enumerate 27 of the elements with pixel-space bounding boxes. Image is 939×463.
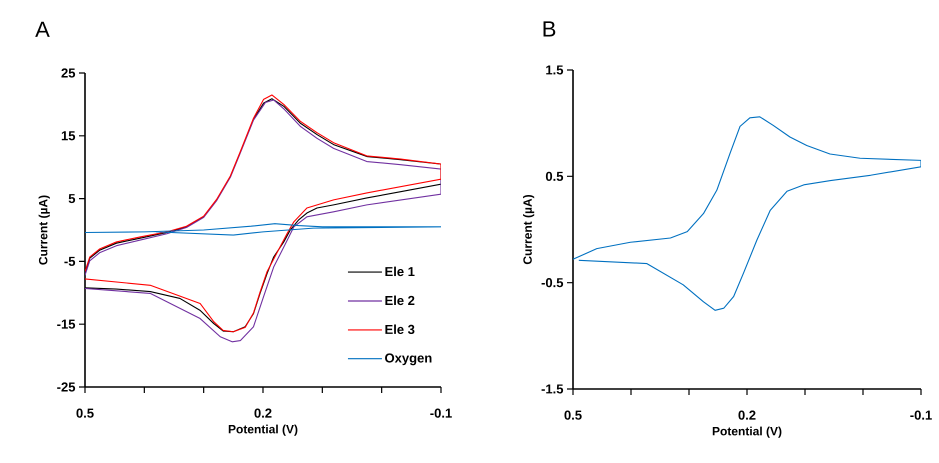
y-tick-label: -0.5 xyxy=(542,278,564,288)
chart-title: A xyxy=(35,22,50,37)
y-tick-label: -5 xyxy=(64,256,76,266)
legend-label: Ele 1 xyxy=(385,266,415,276)
chart-title: B xyxy=(544,21,556,36)
y-tick-label: -1.5 xyxy=(542,384,564,394)
x-tick-label: 0.2 xyxy=(254,408,272,418)
y-tick-label: 25 xyxy=(61,68,76,78)
x-tick-label: 0.5 xyxy=(564,410,582,420)
x-tick-label: -0.1 xyxy=(910,410,932,420)
legend-label: Ele 2 xyxy=(385,296,414,306)
legend-label: Ele 3 xyxy=(385,324,414,334)
line-series xyxy=(573,116,921,311)
y-tick-label: -15 xyxy=(57,320,76,329)
y-tick-label: 5 xyxy=(68,194,76,204)
y-axis-title: Current (µA) xyxy=(38,195,50,265)
x-tick-label: -0.1 xyxy=(430,408,452,418)
y-tick-label: 0.5 xyxy=(546,172,564,181)
y-axis-title: Current (µA) xyxy=(523,194,534,264)
x-tick-label: 0.5 xyxy=(76,408,94,418)
x-tick-label: 0.2 xyxy=(738,410,756,420)
y-tick-label: 15 xyxy=(62,131,76,140)
x-axis-title: Potential (V) xyxy=(228,424,298,436)
y-tick-label: 1.5 xyxy=(546,65,564,75)
y-tick-label: -25 xyxy=(57,382,76,392)
legend-label: Oxygen xyxy=(385,353,432,366)
x-axis-title: Potential (V) xyxy=(712,426,782,438)
